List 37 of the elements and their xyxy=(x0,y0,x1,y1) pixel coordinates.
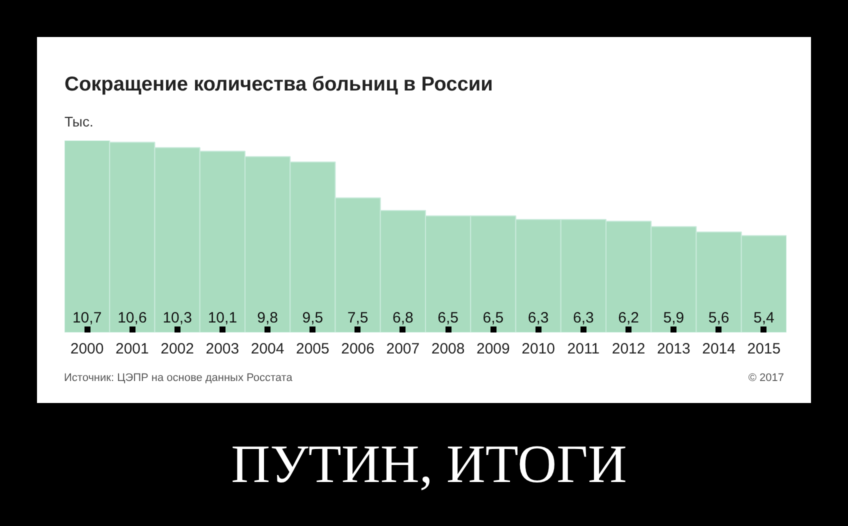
x-tick-label: 2011 xyxy=(567,340,600,358)
x-tick-label: 2003 xyxy=(206,340,240,358)
x-tick-label: 2004 xyxy=(250,340,284,358)
data-label: 6,3 xyxy=(573,310,594,326)
data-label: 5,9 xyxy=(663,310,684,326)
data-label: 7,5 xyxy=(347,310,368,326)
text: ПУТИН, ИТОГИ xyxy=(231,433,627,496)
x-tick-label: 2009 xyxy=(476,340,510,358)
data-label: 5,4 xyxy=(754,310,774,326)
text: © 2017 xyxy=(748,371,784,386)
data-label: 9,8 xyxy=(257,310,278,326)
x-tick-label: 2015 xyxy=(747,340,781,358)
x-tick-label: 2002 xyxy=(160,340,194,358)
data-label: 6,2 xyxy=(618,310,639,326)
x-tick-label: 2000 xyxy=(70,340,104,358)
y-axis-title: Тыс. xyxy=(64,114,94,130)
x-tick-label: 2013 xyxy=(657,340,690,358)
x-tick-label: 2008 xyxy=(431,340,465,358)
data-label: 6,5 xyxy=(482,310,504,326)
data-label: 9,5 xyxy=(302,310,324,326)
x-tick-label: 2010 xyxy=(522,340,556,358)
x-tick-label: 2012 xyxy=(612,340,646,358)
x-tick-label: 2001 xyxy=(116,340,149,358)
data-label: 10,3 xyxy=(162,310,192,326)
data-label: 10,6 xyxy=(118,310,147,326)
data-label: 6,5 xyxy=(438,310,458,326)
data-label: 6,8 xyxy=(392,310,414,326)
data-label: 10,1 xyxy=(208,310,238,326)
x-tick-label: 2005 xyxy=(296,340,330,358)
x-tick-label: 2007 xyxy=(386,340,420,358)
text: Источник: ЦЭПР на основе данных Росстата xyxy=(64,371,292,386)
data-label: 10,7 xyxy=(72,310,102,326)
data-label: 6,3 xyxy=(528,310,549,326)
chart-title: Сокращение количества больниц в России xyxy=(64,74,493,96)
x-tick-label: 2014 xyxy=(702,340,736,358)
x-tick-label: 2006 xyxy=(341,340,375,358)
data-label: 5,6 xyxy=(708,310,730,326)
